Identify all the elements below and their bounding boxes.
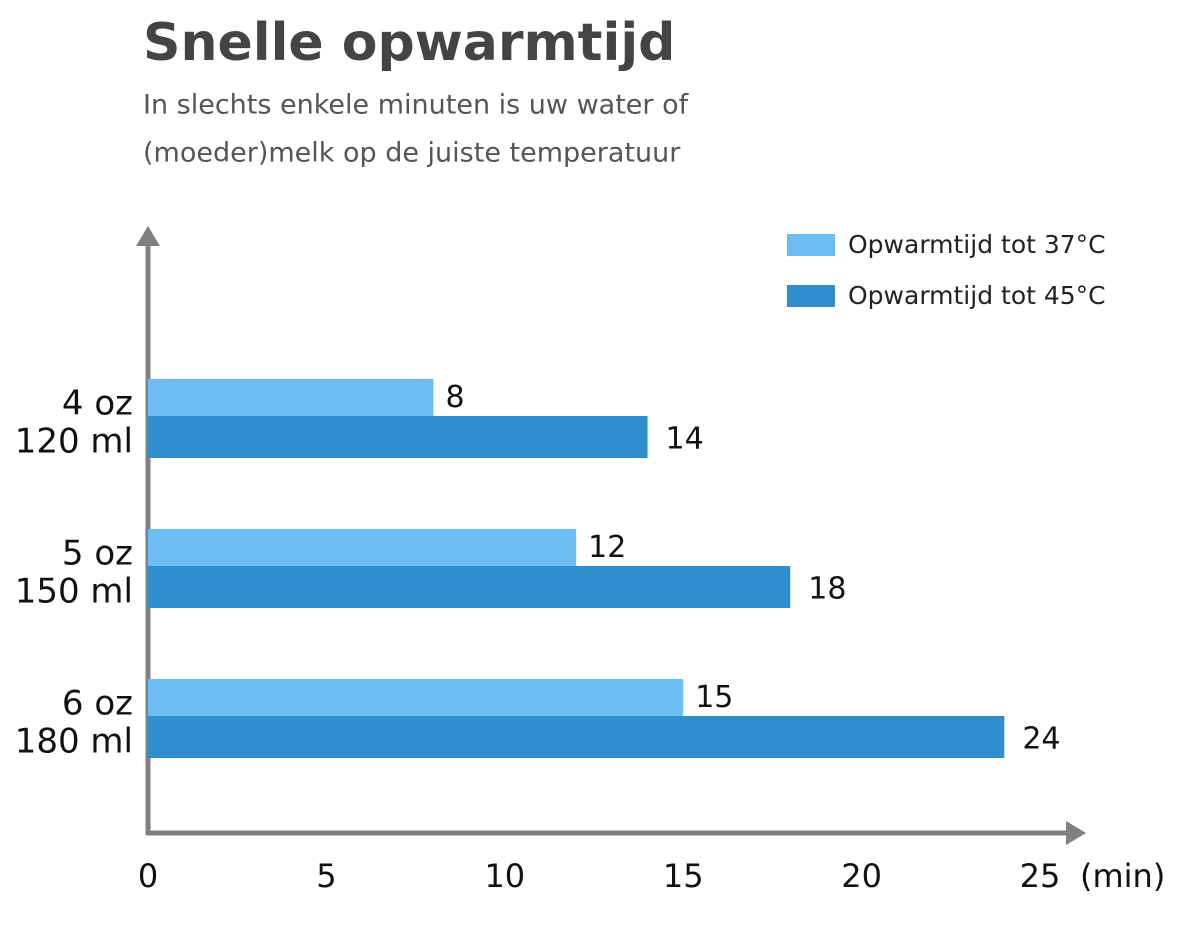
legend-label: Opwarmtijd tot 45°C [848, 281, 1106, 310]
value-label: 12 [588, 530, 626, 565]
bar [148, 566, 791, 608]
legend-swatch [787, 285, 835, 307]
chart-subtitle: (moeder)melk op de juiste temperatuur [143, 138, 681, 169]
legend-label: Opwarmtijd tot 37°C [848, 230, 1106, 259]
x-tick-label: 0 [138, 857, 158, 895]
y-tick-label: 4 oz [62, 384, 133, 424]
bar [148, 416, 648, 458]
bar [148, 679, 684, 716]
legend-swatch [787, 234, 835, 256]
chart-title: Snelle opwarmtijd [143, 13, 675, 73]
x-tick-label: 25 [1020, 857, 1061, 895]
chart-subtitle: In slechts enkele minuten is uw water of [143, 90, 690, 121]
value-label: 24 [1022, 722, 1060, 757]
bar [148, 529, 577, 566]
x-tick-label: 10 [484, 857, 525, 895]
value-label: 8 [445, 380, 464, 415]
value-label: 15 [695, 680, 733, 715]
x-tick-label: 20 [841, 857, 882, 895]
y-axis-arrow [136, 226, 160, 246]
y-tick-label: 6 oz [62, 684, 133, 724]
value-label: 14 [666, 422, 704, 457]
x-axis-label: (min) [1080, 857, 1165, 895]
y-tick-label: 5 oz [62, 534, 133, 574]
x-tick-label: 15 [663, 857, 704, 895]
y-tick-label: 180 ml [15, 722, 133, 762]
x-tick-label: 5 [316, 857, 336, 895]
x-axis-arrow [1066, 821, 1086, 845]
bar [148, 716, 1005, 758]
y-tick-label: 150 ml [15, 572, 133, 612]
y-tick-label: 120 ml [15, 422, 133, 462]
value-label: 18 [808, 572, 846, 607]
bar [148, 379, 434, 416]
